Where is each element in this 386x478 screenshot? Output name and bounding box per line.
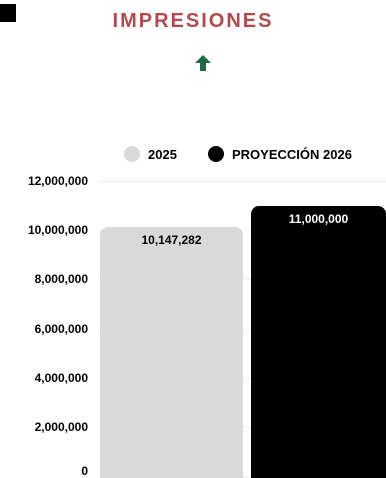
legend-item-2025: 2025	[124, 146, 177, 162]
bar-value-label-proyeccion-2026: 11,000,000	[288, 211, 349, 226]
y-tick-label: 8,000,000	[34, 272, 88, 287]
legend-swatch-2025	[124, 146, 140, 162]
bar-proyeccion-2026	[251, 205, 386, 478]
corner-mark	[0, 4, 16, 22]
legend-item-proyeccion-2026: PROYECCIÓN 2026	[208, 146, 352, 162]
chart-title: IMPRESIONES	[112, 10, 274, 32]
chart-legend: 2025 PROYECCIÓN 2026	[0, 146, 386, 166]
y-tick-label: 0	[81, 464, 88, 478]
arrow-up-icon	[195, 55, 211, 71]
bar-value-label-2025: 10,147,282	[141, 232, 202, 247]
bar-2025	[100, 226, 243, 478]
legend-label-2025: 2025	[148, 146, 177, 162]
y-tick-label: 10,000,000	[27, 223, 88, 238]
y-tick-label: 6,000,000	[34, 321, 88, 336]
legend-label-proyeccion-2026: PROYECCIÓN 2026	[232, 146, 352, 162]
legend-swatch-proyeccion-2026	[208, 146, 224, 162]
y-tick-label: 4,000,000	[34, 370, 88, 385]
y-tick-label: 2,000,000	[34, 419, 88, 434]
y-tick-label: 12,000,000	[27, 174, 88, 188]
grid-line	[98, 181, 386, 182]
